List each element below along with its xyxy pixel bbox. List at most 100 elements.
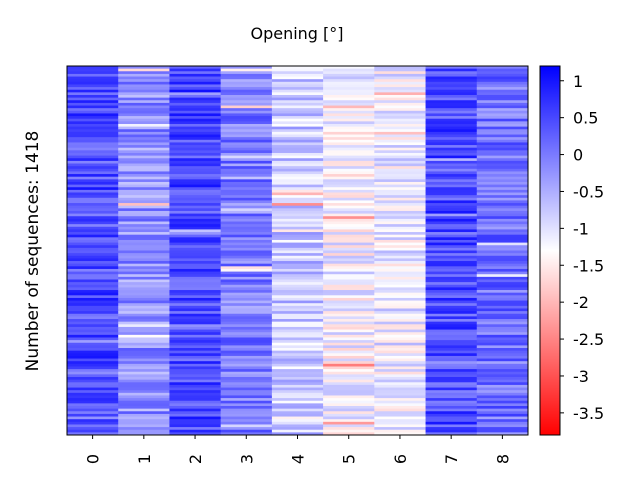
heatmap-cell: [374, 216, 426, 220]
heatmap-cell: [118, 89, 170, 93]
heatmap-cell: [271, 350, 324, 354]
heatmap-cell: [118, 329, 170, 333]
heatmap-cell: [271, 200, 324, 204]
heatmap-cell: [67, 134, 119, 138]
heatmap-cell: [220, 406, 273, 410]
heatmap-cell: [169, 126, 222, 130]
heatmap-cell: [323, 92, 375, 96]
heatmap-cell: [67, 303, 119, 307]
heatmap-cell: [476, 374, 529, 378]
heatmap-cell: [118, 94, 170, 99]
heatmap-cell: [476, 152, 529, 157]
heatmap-cell: [67, 200, 119, 204]
heatmap-cell: [476, 163, 529, 167]
heatmap-cell: [220, 390, 273, 394]
heatmap-cell: [169, 274, 222, 278]
colorbar-tick-label: -1: [573, 219, 589, 238]
heatmap-cell: [374, 279, 426, 283]
heatmap-cell: [118, 297, 170, 301]
heatmap-cell: [476, 221, 529, 225]
heatmap-cell: [476, 303, 529, 307]
heatmap-cell: [118, 392, 170, 396]
heatmap-cell: [67, 371, 119, 375]
heatmap-cell: [425, 147, 478, 151]
heatmap-cell: [118, 155, 170, 159]
heatmap-cell: [169, 189, 222, 193]
heatmap-cell: [271, 366, 324, 370]
heatmap-cell: [169, 145, 222, 149]
heatmap-cell: [169, 432, 222, 436]
heatmap-cell: [323, 150, 375, 154]
heatmap-cell: [220, 131, 273, 135]
heatmap-cell: [118, 421, 170, 425]
heatmap-cell: [169, 160, 222, 164]
heatmap-cell: [118, 79, 170, 83]
heatmap-cell: [220, 245, 273, 249]
heatmap-cell: [67, 324, 119, 328]
heatmap-cell: [67, 282, 119, 286]
heatmap-cell: [425, 274, 478, 278]
heatmap-cell: [476, 371, 529, 375]
heatmap-cell: [323, 189, 375, 193]
heatmap-cell: [271, 155, 324, 159]
heatmap-cell: [169, 268, 222, 272]
heatmap-cell: [169, 350, 222, 354]
heatmap-cell: [425, 210, 478, 214]
heatmap-cell: [323, 303, 375, 307]
heatmap-cell: [67, 110, 119, 114]
heatmap-cell: [425, 263, 478, 267]
heatmap-cell: [220, 313, 273, 317]
heatmap-cell: [118, 374, 170, 378]
heatmap-cell: [476, 353, 529, 357]
heatmap-cell: [425, 421, 478, 425]
heatmap-cell: [425, 205, 478, 209]
heatmap-cell: [220, 284, 273, 288]
heatmap-cell: [374, 242, 426, 246]
heatmap-cell: [271, 208, 324, 212]
heatmap-cell: [425, 131, 478, 135]
heatmap-cell: [425, 342, 478, 346]
heatmap-cell: [118, 218, 170, 222]
heatmap-cell: [323, 416, 375, 420]
heatmap-cell: [476, 321, 529, 325]
heatmap-cell: [374, 123, 426, 128]
heatmap-cell: [374, 116, 426, 120]
heatmap-cell: [374, 295, 426, 299]
heatmap-cell: [67, 263, 119, 267]
heatmap-cell: [476, 226, 529, 230]
heatmap-cell: [220, 174, 273, 178]
heatmap-cell: [67, 129, 119, 133]
heatmap-cell: [323, 192, 375, 196]
heatmap-cell: [67, 126, 119, 130]
heatmap-cell: [169, 263, 222, 267]
heatmap-cell: [323, 429, 375, 433]
heatmap-cell: [425, 398, 478, 402]
heatmap-cell: [374, 319, 426, 323]
heatmap-cell: [118, 200, 170, 204]
heatmap-cell: [425, 187, 478, 191]
heatmap-cell: [118, 324, 170, 328]
heatmap-cell: [425, 332, 478, 336]
heatmap-cell: [425, 97, 478, 101]
heatmap-cell: [220, 234, 273, 238]
heatmap-cell: [169, 123, 222, 128]
heatmap-cell: [374, 168, 426, 172]
heatmap-cell: [425, 345, 478, 349]
heatmap-cell: [323, 387, 375, 391]
heatmap-cell: [271, 113, 324, 117]
heatmap-cell: [220, 348, 273, 352]
heatmap-cell: [169, 226, 222, 230]
heatmap-cell: [169, 142, 222, 146]
heatmap-cell: [476, 102, 529, 106]
heatmap-cell: [374, 353, 426, 357]
heatmap-cell: [220, 142, 273, 146]
heatmap-cell: [374, 342, 426, 346]
heatmap-cell: [374, 197, 426, 201]
heatmap-cell: [67, 413, 119, 417]
heatmap-cell: [169, 205, 222, 209]
heatmap-cell: [323, 242, 375, 246]
heatmap-cell: [374, 258, 426, 262]
heatmap-cell: [374, 371, 426, 375]
heatmap-cell: [67, 250, 119, 254]
heatmap-cell: [271, 139, 324, 143]
